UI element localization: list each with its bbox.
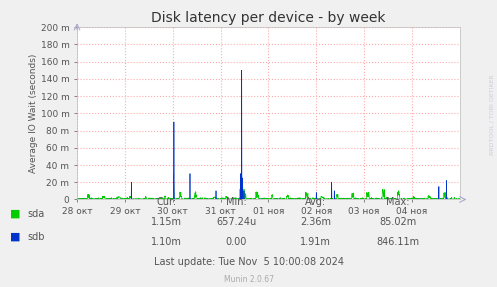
Text: 0.00: 0.00 <box>225 237 247 247</box>
Y-axis label: Average IO Wait (seconds): Average IO Wait (seconds) <box>29 54 38 173</box>
Line: sda: sda <box>77 174 460 199</box>
sdb <box>446 198 452 201</box>
Text: 1.10m: 1.10m <box>151 237 182 247</box>
Title: Disk latency per device - by week: Disk latency per device - by week <box>151 11 386 25</box>
Text: 657.24u: 657.24u <box>216 217 256 227</box>
Text: sda: sda <box>27 209 45 219</box>
Text: 2.36m: 2.36m <box>300 217 331 227</box>
Text: sdb: sdb <box>27 232 45 242</box>
sda <box>446 197 452 201</box>
sdb <box>239 69 245 72</box>
Text: RRDTOOL / TOBI OETIKER: RRDTOOL / TOBI OETIKER <box>490 74 495 155</box>
sda <box>250 197 256 200</box>
sdb <box>250 198 256 201</box>
Text: 846.11m: 846.11m <box>376 237 419 247</box>
sda <box>446 197 452 201</box>
sdb <box>74 197 80 201</box>
sdb <box>376 198 382 201</box>
Text: Munin 2.0.67: Munin 2.0.67 <box>224 275 273 284</box>
sdb <box>457 198 463 201</box>
Text: Min:: Min: <box>226 197 247 207</box>
sdb <box>121 198 127 201</box>
sda <box>93 197 99 201</box>
sdb <box>446 198 452 201</box>
Text: Last update: Tue Nov  5 10:00:08 2024: Last update: Tue Nov 5 10:00:08 2024 <box>154 257 343 267</box>
sdb <box>260 197 266 201</box>
Text: Cur:: Cur: <box>157 197 176 207</box>
Text: 1.15m: 1.15m <box>151 217 182 227</box>
Text: 1.91m: 1.91m <box>300 237 331 247</box>
Text: 85.02m: 85.02m <box>379 217 416 227</box>
sda <box>260 197 266 201</box>
sda <box>331 198 337 201</box>
sda <box>170 172 176 175</box>
sda <box>457 197 463 201</box>
Text: Avg:: Avg: <box>305 197 326 207</box>
Text: Max:: Max: <box>386 197 410 207</box>
Text: ■: ■ <box>10 232 20 242</box>
sdb <box>93 198 99 201</box>
sda <box>376 197 382 200</box>
sda <box>74 197 80 201</box>
Text: ■: ■ <box>10 209 20 219</box>
Line: sdb: sdb <box>77 70 460 199</box>
